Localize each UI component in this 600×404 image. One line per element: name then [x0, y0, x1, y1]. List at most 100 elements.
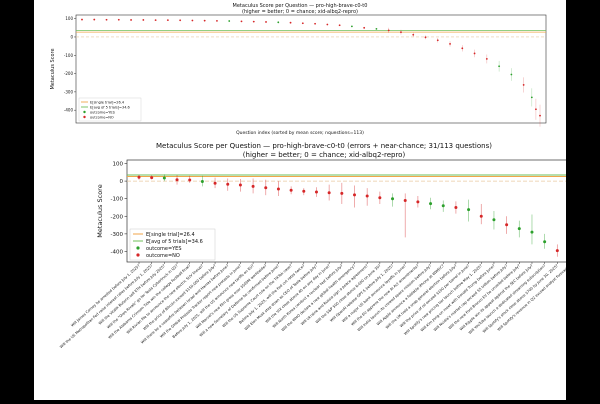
chart-2-point	[467, 208, 471, 212]
chart-2-point	[238, 183, 242, 187]
chart-2-point	[137, 175, 141, 179]
chart-1-legend-single: E[single trial]=26.4	[90, 101, 125, 105]
chart-2-point	[289, 188, 293, 192]
chart-2-legend-no: outcome=NO	[146, 253, 180, 259]
chart-1-point	[216, 19, 218, 22]
chart-2-legend: E[single trial]=26.4 E[avg of 5 trials]=…	[129, 228, 216, 261]
chart-1-legend-avg: E[avg of 5 trials]=34.6	[90, 106, 130, 110]
chart-2-legend-yes: outcome=YES	[146, 246, 182, 252]
chart-2-point	[365, 194, 369, 198]
chart-2-ytick-label: 0	[120, 179, 124, 185]
chart-1-subtitle: (higher = better; 0 = chance; xid-albq2-…	[242, 9, 358, 15]
chart-2-ytick-label: -200	[111, 214, 124, 220]
chart-1-point	[530, 96, 533, 99]
chart-2-point	[226, 182, 230, 186]
chart-1-point	[461, 47, 464, 50]
chart-1-ylabel: Metaculus Score	[50, 48, 56, 89]
chart-1-point	[93, 18, 96, 21]
chart-1-point	[485, 58, 488, 60]
chart-1-ytick-label: -300	[64, 89, 74, 94]
chart-2-point	[555, 249, 559, 253]
chart-1-point	[117, 18, 120, 21]
chart-2-legend-yes-swatch	[136, 246, 140, 250]
chart-2-point	[378, 196, 382, 200]
chart-2-point	[162, 176, 166, 180]
chart-1-point	[166, 19, 169, 22]
chart-1-point	[179, 19, 182, 22]
chart-2-point	[314, 190, 318, 194]
chart-2-ylabel: Metaculus Score	[96, 184, 104, 237]
chart-2-point	[302, 189, 306, 193]
chart-2-point	[403, 198, 407, 202]
chart-2-ytick-label: -300	[111, 232, 124, 238]
chart-2-point	[340, 191, 344, 195]
chart-2-ytick-label: -100	[111, 197, 124, 203]
chart-2-xtick-label: Will the US Metropolitan Fed raise inter…	[59, 264, 153, 349]
chart-2-point	[441, 204, 445, 208]
chart-2-point	[479, 214, 483, 218]
chart-1-legend-no-swatch	[83, 115, 86, 119]
chart-1-point	[301, 22, 304, 25]
chart-1-point	[154, 19, 157, 22]
chart-1-point	[240, 20, 243, 23]
chart-1-point	[350, 25, 353, 28]
chart-2-point	[327, 191, 331, 195]
chart-1-point	[191, 19, 194, 22]
chart-1-ytick-label: -200	[64, 71, 74, 76]
chart-2-point	[517, 227, 521, 231]
chart-1-point	[130, 19, 132, 21]
chart-1-legend-no: outcome=NO	[90, 116, 114, 120]
chart-2-title: Metaculus Score per Question — pro-high-…	[156, 142, 492, 150]
chart-1-legend: E[single trial]=26.4 E[avg of 5 trials]=…	[78, 97, 142, 122]
chart-2-subtitle: (higher = better; 0 = chance; xid-albq2-…	[243, 151, 406, 159]
chart-2-point	[391, 197, 395, 201]
chart-1-point	[142, 19, 145, 21]
figure-page: Metaculus Score per Question — pro-high-…	[34, 0, 583, 400]
chart-1-point	[424, 36, 427, 39]
chart-1-plot-area	[75, 14, 547, 124]
chart-1-point	[510, 73, 513, 76]
chart-1-point	[277, 21, 280, 24]
chart-1-ytick-label: -400	[64, 108, 74, 113]
chart-2-point	[188, 178, 192, 182]
chart-1-ytick-label: 100	[65, 16, 73, 21]
chart-1-ytick-label: -100	[64, 53, 74, 58]
chart-2-point	[150, 176, 154, 180]
chart-1-ytick-label: 0	[70, 34, 73, 39]
chart-1-point	[449, 43, 451, 45]
chart-2-legend-no-swatch	[136, 253, 140, 257]
chart-1-point	[326, 23, 329, 26]
chart-1-point	[436, 39, 439, 42]
chart-2-point	[175, 178, 179, 182]
chart-1-point	[375, 28, 378, 30]
chart-2-point	[416, 200, 420, 204]
chart-2-point	[276, 187, 280, 191]
chart-2-legend-single: E[single trial]=26.4	[146, 232, 195, 238]
chart-2-point	[200, 179, 204, 183]
chart-1-point	[473, 52, 476, 55]
chart-1-point	[535, 108, 537, 111]
chart-1-point	[498, 65, 501, 68]
figure-canvas: Metaculus Score per Question — pro-high-…	[50, 3, 583, 349]
chart-2-point	[429, 202, 433, 206]
chart-1-point	[265, 21, 267, 23]
chart-2-point	[505, 223, 509, 227]
chart-1-point	[338, 24, 341, 27]
chart-1-legend-yes-swatch	[83, 110, 86, 114]
chart-1-point	[81, 18, 83, 21]
chart-1-xlabel: Question index (sorted by mean score; nq…	[236, 130, 364, 136]
chart-1-title: Metaculus Score per Question — pro-high-…	[233, 3, 368, 9]
chart-1-point	[289, 21, 292, 24]
chart-1-point	[522, 84, 525, 86]
chart-1-point	[412, 33, 415, 36]
chart-1-point	[105, 18, 108, 21]
chart-2-point	[353, 193, 356, 197]
chart-2: Metaculus Score per Question — pro-high-…	[59, 142, 583, 349]
chart-1-point	[387, 29, 390, 32]
chart-2-point	[492, 218, 496, 222]
chart-2-ytick-label: -400	[111, 249, 124, 255]
chart-1-legend-yes: outcome=YES	[90, 111, 116, 115]
chart-1-point	[252, 20, 255, 23]
chart-1-point	[400, 31, 402, 34]
chart-2-point	[454, 205, 458, 209]
